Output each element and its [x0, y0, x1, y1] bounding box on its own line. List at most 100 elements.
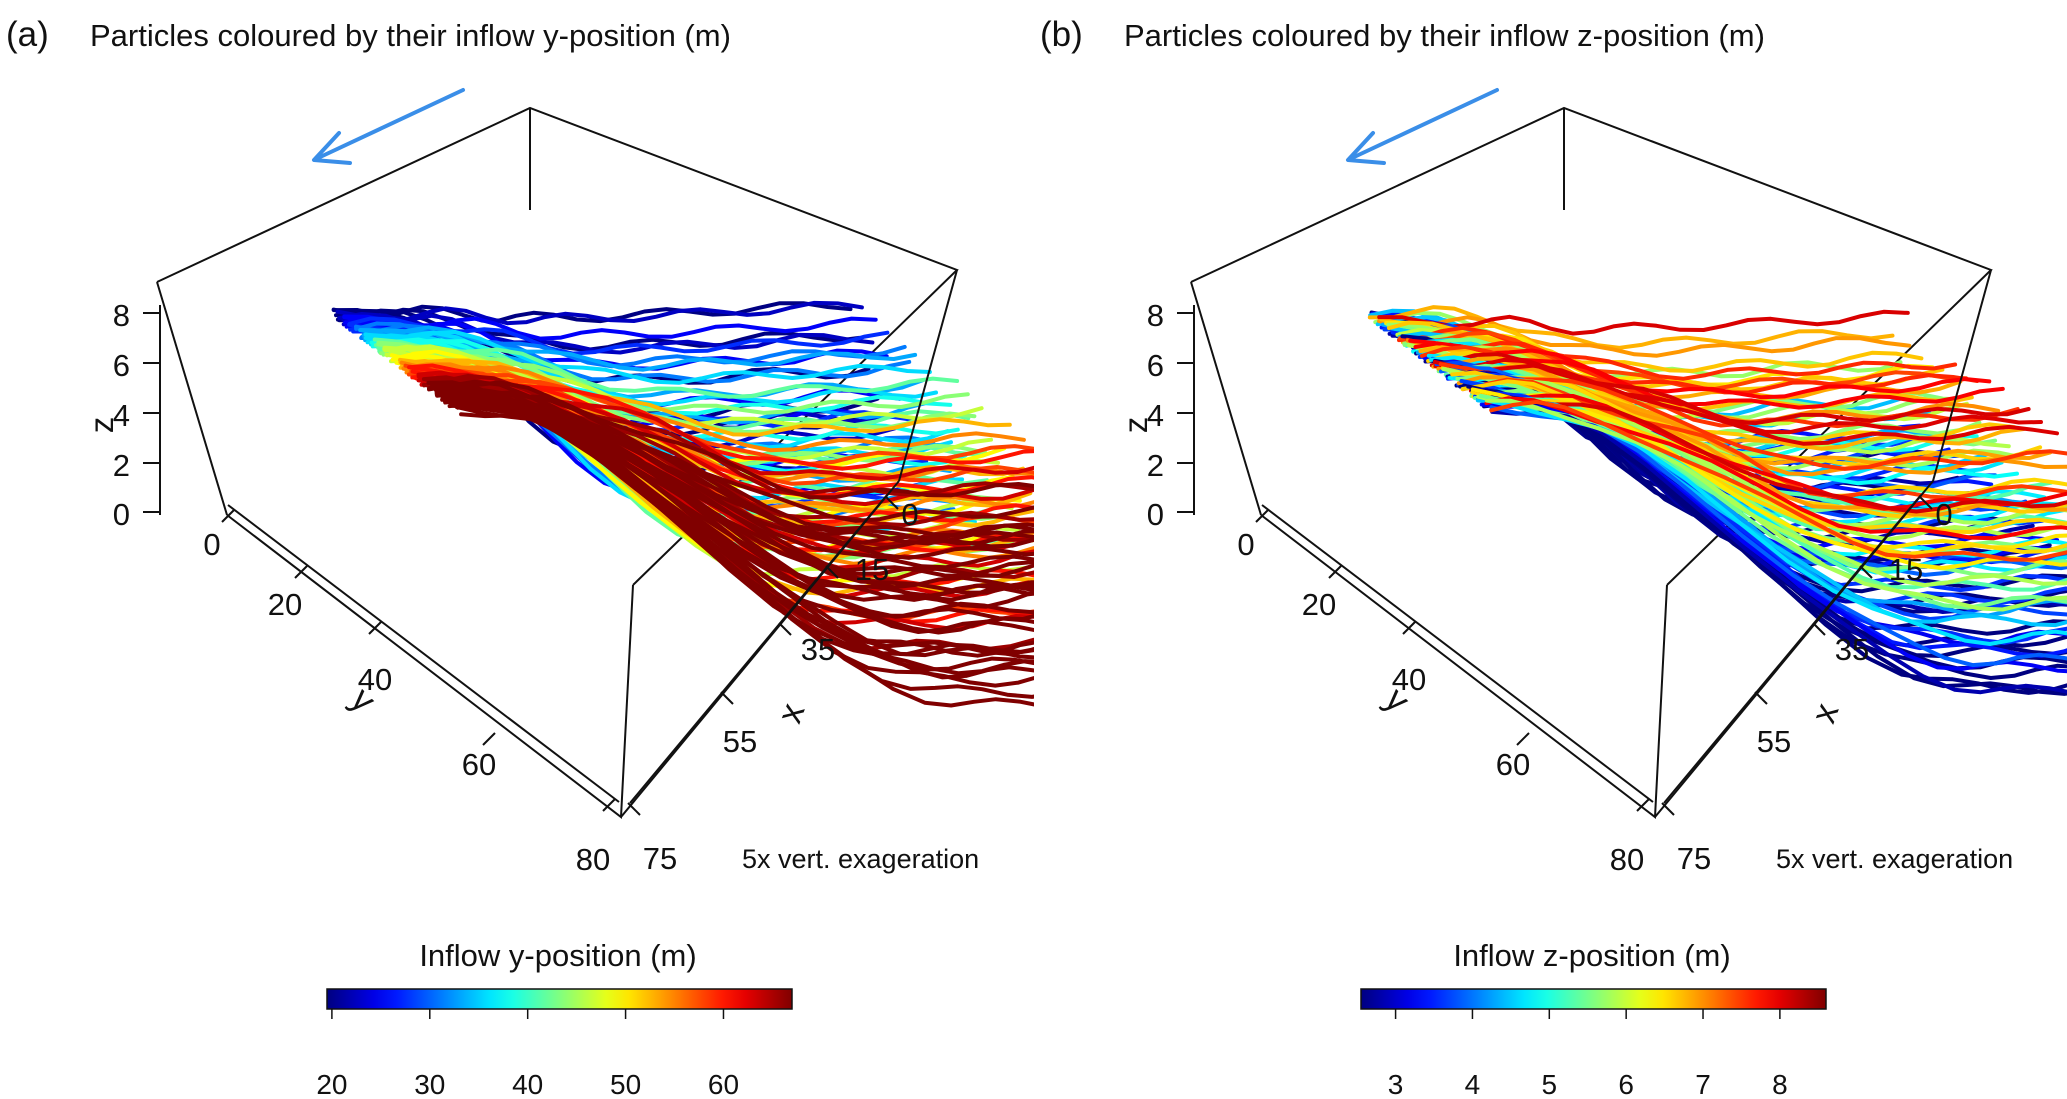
particle-path — [372, 337, 960, 399]
y-tick-label: 60 — [1496, 747, 1530, 782]
panel-label: (b) — [1040, 15, 1083, 54]
y-tick-label: 80 — [1610, 842, 1644, 877]
particle-path — [336, 301, 853, 324]
z-tick-label: 4 — [113, 398, 130, 433]
particle-path — [1470, 387, 2067, 570]
y-tick-label: 80 — [576, 842, 610, 877]
particle-path — [440, 397, 1034, 578]
y-tick-label: 20 — [1302, 587, 1336, 622]
x-axis-label: x — [1804, 698, 1847, 728]
colorbar-tick-label: 3 — [1388, 1069, 1404, 1099]
particle-path — [1408, 338, 1992, 400]
particle-path — [443, 394, 1034, 688]
x-tick-label: 75 — [643, 841, 677, 876]
z-tick-label: 4 — [1147, 398, 1164, 433]
panel-a: (a) Particles coloured by their inflow y… — [6, 15, 1034, 1099]
colorbar-tick-label: 6 — [1618, 1069, 1634, 1099]
colorbar-tick-label: 5 — [1542, 1069, 1558, 1099]
colorbar — [1360, 988, 1827, 1010]
particle-path — [1438, 362, 2067, 471]
z-tick-label: 8 — [113, 298, 130, 333]
flow-arrow — [1346, 88, 1499, 165]
chart-title: Particles coloured by their inflow z-pos… — [1124, 18, 1765, 53]
x-tick-label: 0 — [901, 497, 918, 532]
particle-path — [342, 314, 878, 341]
particle-path — [427, 380, 1034, 500]
particle-path — [439, 389, 1034, 546]
y-tick-label: 40 — [358, 662, 392, 697]
z-axis: 8 6 4 2 0 z — [1117, 298, 1195, 532]
panel-label: (a) — [6, 15, 49, 54]
y-axis: 0 20 40 60 80 y — [1237, 504, 1654, 877]
x-axis-label: x — [770, 698, 813, 728]
z-axis-label: z — [1117, 417, 1154, 434]
z-tick-label: 8 — [1147, 298, 1164, 333]
x-tick-label: 35 — [1835, 632, 1869, 667]
particle-path — [456, 401, 1034, 595]
particle-paths — [331, 300, 1034, 708]
particle-path — [401, 359, 1012, 437]
particle-path — [434, 388, 1034, 523]
colorbar-tick-label: 7 — [1695, 1069, 1711, 1099]
particle-path — [1377, 309, 1910, 336]
x-tick-label: 15 — [1889, 552, 1923, 587]
colorbar — [326, 988, 793, 1010]
panel-b: (b) Particles coloured by their inflow z… — [1034, 0, 2067, 1099]
z-axis-label: z — [83, 417, 120, 434]
particle-path — [1377, 315, 1912, 358]
y-axis: 0 20 40 60 80 y — [203, 504, 620, 877]
z-tick-label: 6 — [113, 348, 130, 383]
x-tick-label: 15 — [855, 552, 889, 587]
chart-title: Particles coloured by their inflow y-pos… — [90, 18, 731, 53]
colorbar-tick-label: 20 — [316, 1069, 347, 1099]
z-tick-label: 2 — [1147, 448, 1164, 483]
particle-path — [1367, 305, 1895, 350]
x-tick-label: 55 — [1757, 724, 1791, 759]
x-tick-label: 35 — [801, 632, 835, 667]
particle-path — [1471, 387, 2067, 514]
x-axis: 0 15 35 55 75 x — [627, 494, 919, 876]
colorbar-ticks — [331, 1009, 725, 1019]
box-back — [1190, 106, 1993, 586]
particle-path — [1468, 388, 2067, 511]
particle-path — [420, 372, 1034, 481]
particle-path — [1489, 399, 2067, 562]
particle-path — [335, 300, 864, 326]
chart-b-svg: (b) Particles coloured by their inflow z… — [1040, 15, 2067, 1099]
y-tick-label: 20 — [268, 587, 302, 622]
particle-path — [448, 403, 1034, 660]
x-tick-label: 75 — [1677, 841, 1711, 876]
particle-path — [459, 412, 1034, 708]
particle-path — [403, 363, 1034, 486]
x-tick-label: 0 — [1935, 497, 1952, 532]
z-tick-label: 2 — [113, 448, 130, 483]
z-tick-label: 0 — [1147, 497, 1164, 532]
particle-path — [1432, 359, 2059, 446]
y-tick-label: 0 — [203, 527, 220, 562]
y-tick-label: 0 — [1237, 527, 1254, 562]
colorbar-title: Inflow y-position (m) — [419, 938, 696, 973]
particle-path — [399, 360, 1026, 453]
colorbar-tick-labels: 3 4 5 6 7 8 — [1388, 1069, 1788, 1099]
z-tick-label: 6 — [1147, 348, 1164, 383]
particle-path — [450, 396, 1034, 538]
x-tick-label: 55 — [723, 724, 757, 759]
particle-path — [1490, 409, 2067, 695]
particle-path — [1433, 357, 2043, 435]
colorbar-tick-label: 60 — [708, 1069, 739, 1099]
colorbar-tick-label: 50 — [610, 1069, 641, 1099]
z-axis: 8 6 4 2 0 z — [83, 298, 161, 532]
y-axis-label: y — [343, 680, 383, 720]
z-tick-label: 0 — [113, 497, 130, 532]
colorbar-tick-label: 30 — [414, 1069, 445, 1099]
x-axis: 0 15 35 55 75 x — [1661, 494, 1953, 876]
chart-a-svg: (a) Particles coloured by their inflow y… — [6, 15, 1034, 1099]
y-axis-label: y — [1377, 680, 1417, 720]
colorbar-tick-labels: 20 30 40 50 60 — [316, 1069, 739, 1099]
y-tick-label: 60 — [462, 747, 496, 782]
colorbar-tick-label: 4 — [1465, 1069, 1481, 1099]
y-tick-label: 40 — [1392, 662, 1426, 697]
colorbar-title: Inflow z-position (m) — [1453, 938, 1730, 973]
colorbar-ticks — [1394, 1009, 1781, 1019]
vertical-exaggeration-note: 5x vert. exageration — [742, 844, 979, 874]
